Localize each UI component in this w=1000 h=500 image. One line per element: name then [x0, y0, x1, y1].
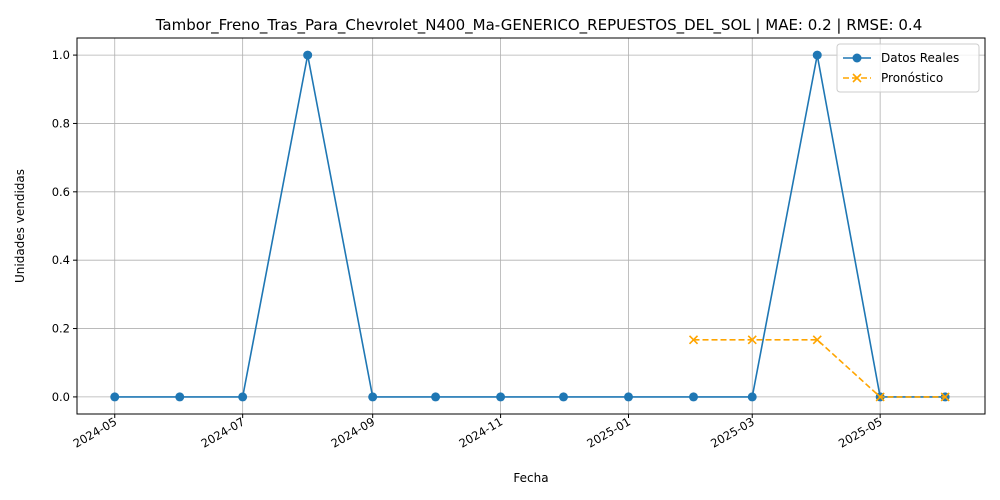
x-tick-label: 2025-05 [836, 414, 885, 450]
y-tick-label: 0.6 [52, 185, 70, 199]
data-point [689, 392, 699, 402]
y-axis-label: Unidades vendidas [13, 169, 27, 283]
data-point [303, 50, 313, 60]
data-point [431, 392, 441, 402]
data-point [368, 392, 378, 402]
data-point [940, 392, 950, 402]
plot-frame [76, 37, 986, 415]
x-tick-label: 2024-05 [71, 414, 120, 450]
data-point [559, 392, 569, 402]
y-tick-label: 0.8 [52, 116, 70, 130]
data-point [238, 392, 248, 402]
series-layer [110, 50, 950, 402]
x-axis-ticks: 2024-05 2024-07 2024-09 2024-11 2025-01 2025-… [71, 414, 885, 451]
legend-marker [852, 73, 862, 83]
chart-title: Tambor_Freno_Tras_Para_Chevrolet_N400_Ma… [155, 16, 923, 35]
series-line [693, 339, 946, 398]
y-tick-label: 0.0 [52, 390, 70, 404]
series-line [114, 54, 946, 398]
data-point [110, 392, 120, 402]
x-tick-label: 2024-09 [329, 414, 378, 450]
data-point [812, 335, 822, 345]
data-point [688, 335, 699, 345]
x-tick-label: 2024-07 [199, 414, 248, 450]
data-point [812, 50, 822, 60]
legend: Datos Reales Pronóstico [836, 43, 980, 93]
x-tick-label: 2024-11 [456, 414, 505, 450]
x-tick-label: 2025-03 [708, 414, 757, 450]
y-tick-label: 0.2 [52, 322, 70, 336]
legend-entry: Pronóstico [843, 71, 943, 85]
x-tick-label: 2025-01 [584, 414, 633, 450]
series-1 [110, 50, 950, 402]
data-point [175, 392, 185, 402]
data-point [747, 335, 757, 345]
data-point [624, 392, 634, 402]
x-axis-label: Fecha [513, 471, 548, 485]
y-tick-label: 1.0 [52, 48, 70, 62]
y-axis-ticks: 0.0 0.2 0.4 0.6 0.8 1.0 [52, 48, 77, 404]
grid [77, 38, 985, 414]
legend-label: Pronóstico [881, 71, 943, 85]
legend-entry: Datos Reales [843, 51, 959, 65]
legend-box [836, 43, 980, 93]
y-tick-label: 0.4 [52, 253, 70, 267]
data-point [747, 392, 757, 402]
series-2 [688, 335, 950, 402]
data-point [496, 392, 506, 402]
legend-label: Datos Reales [881, 51, 959, 65]
data-point [875, 392, 885, 402]
legend-marker [852, 53, 862, 63]
